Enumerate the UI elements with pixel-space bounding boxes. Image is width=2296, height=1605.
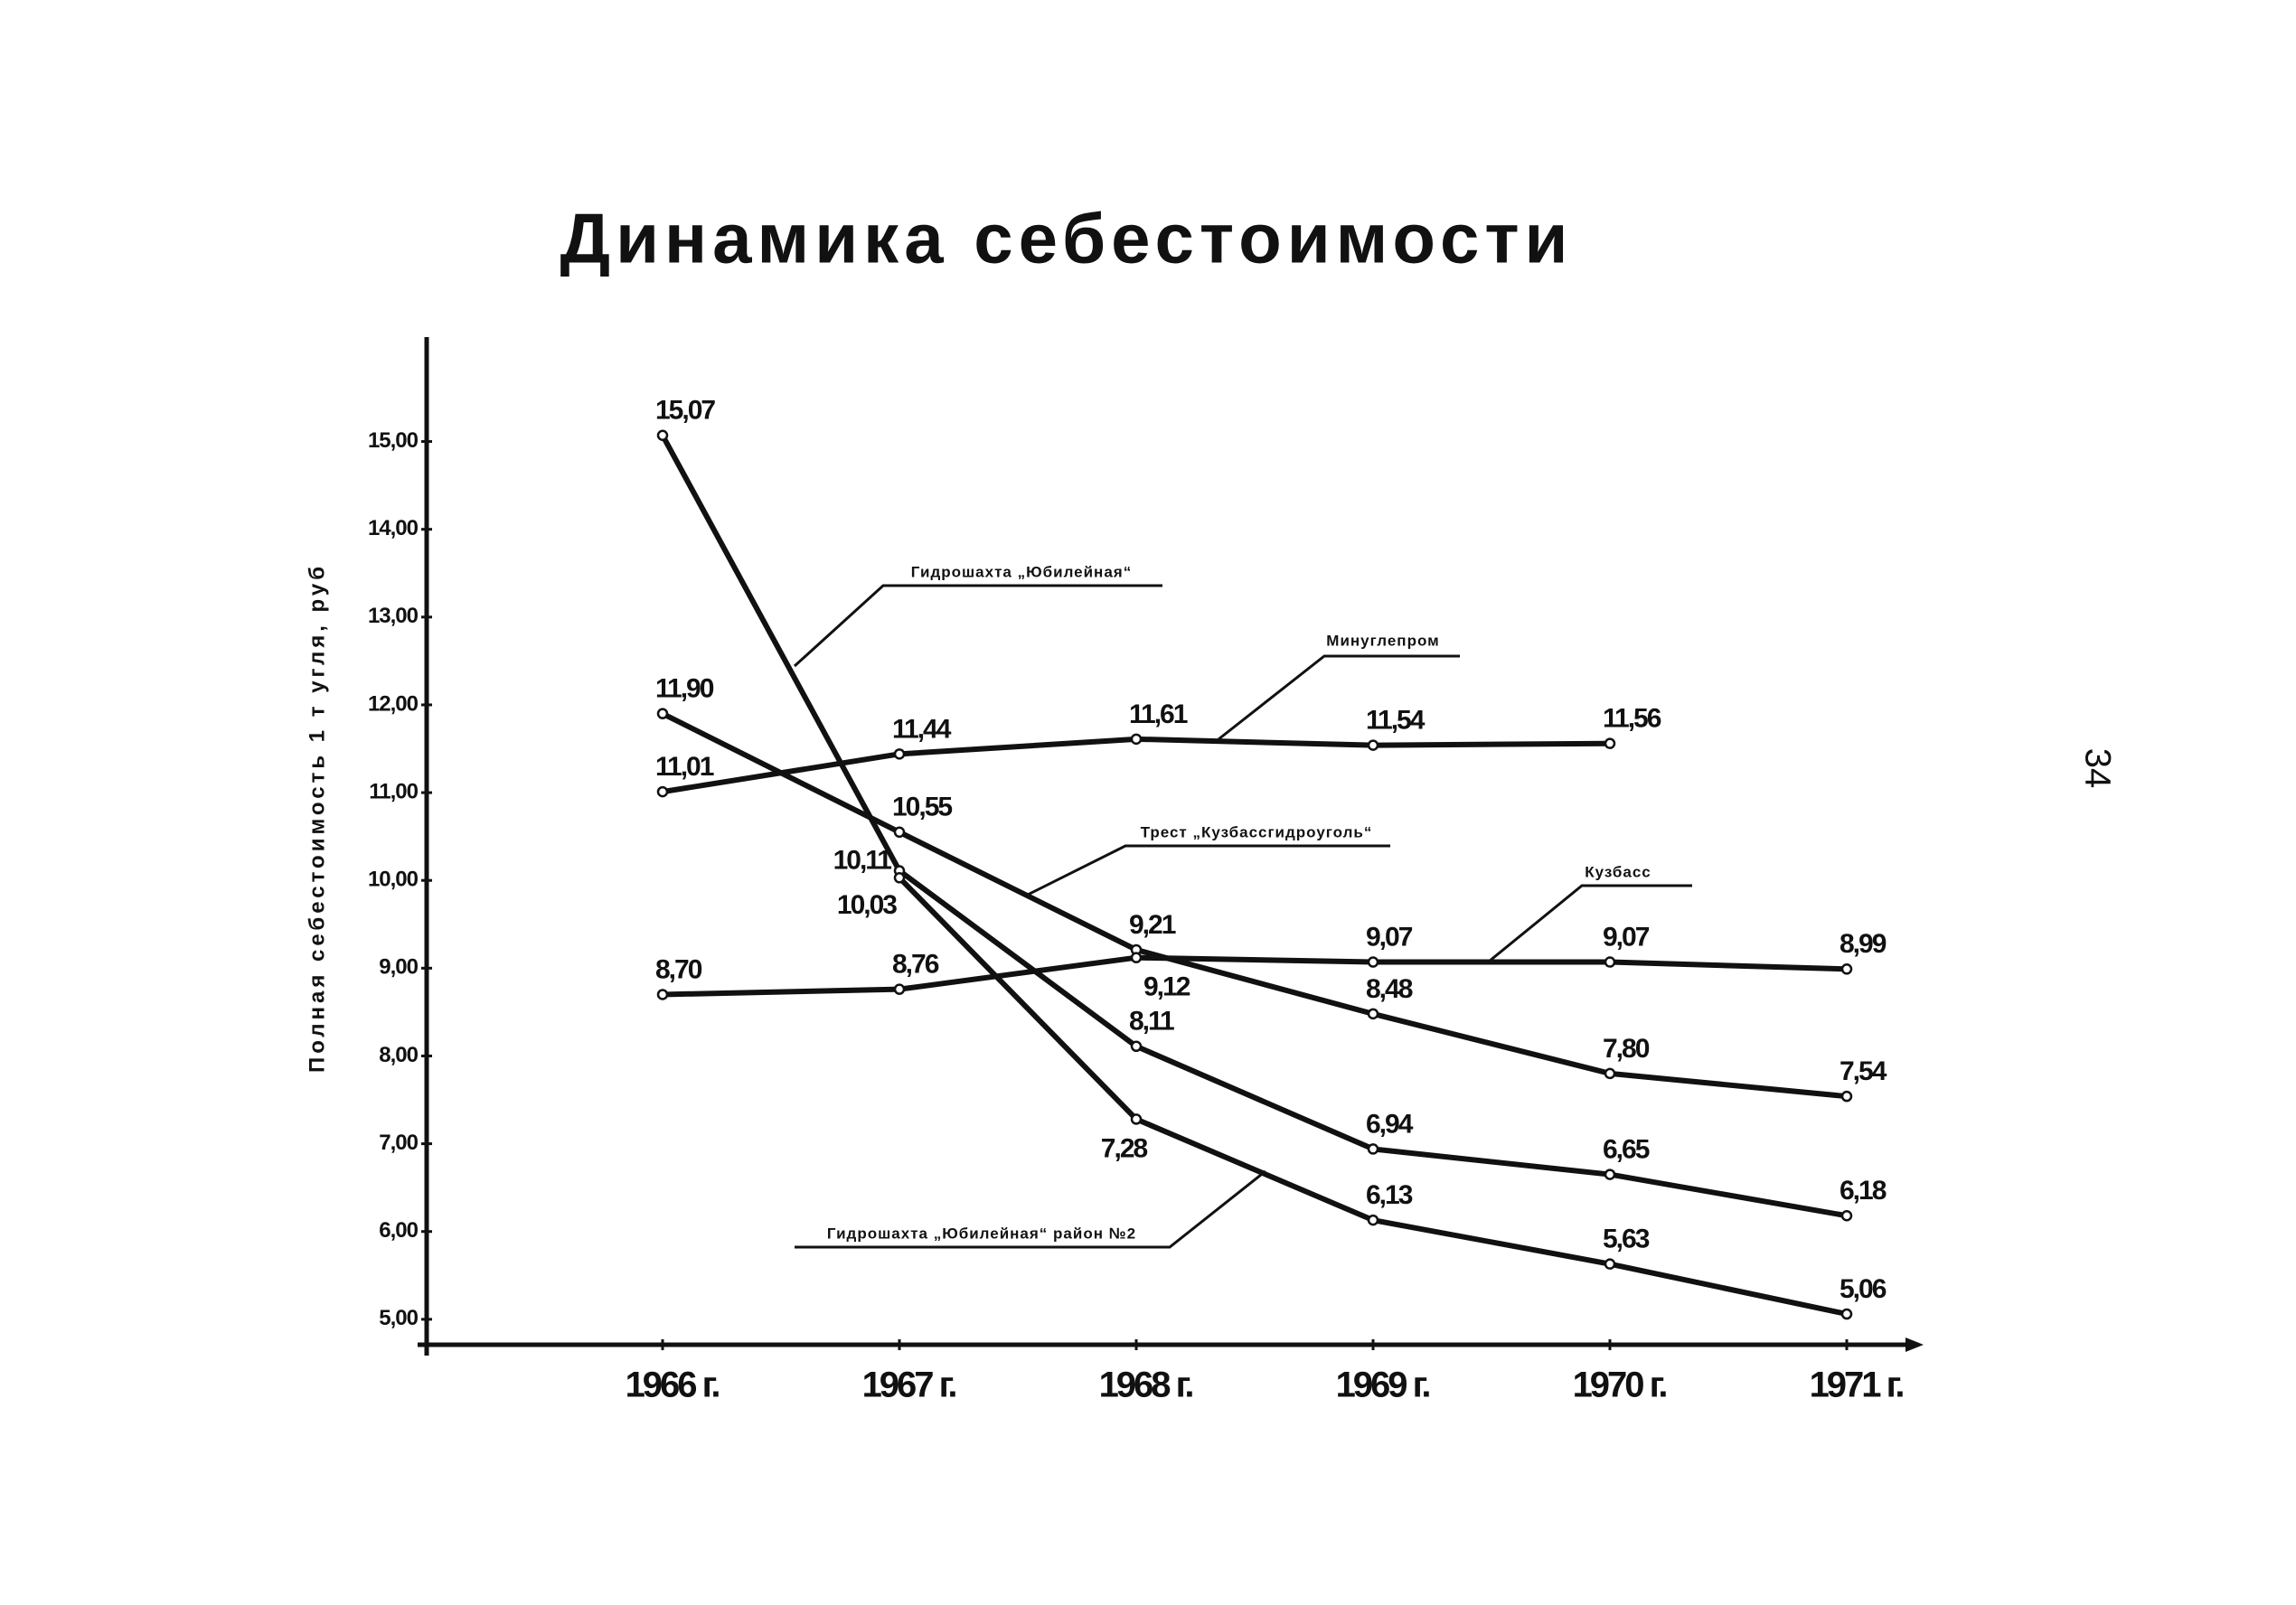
value-label: 5,06 [1840, 1274, 1887, 1304]
value-label: 8,76 [892, 950, 939, 980]
value-label: 11,61 [1129, 699, 1188, 729]
value-label: 6,65 [1603, 1135, 1650, 1165]
value-label: 8,48 [1366, 974, 1413, 1004]
data-point [1130, 952, 1143, 963]
page-number: 34 [2077, 748, 2117, 789]
data-point [1840, 1308, 1853, 1320]
data-point [1604, 1258, 1616, 1270]
value-label: 11,90 [655, 674, 714, 704]
value-label: 8,11 [1129, 1007, 1174, 1037]
value-label: 11,44 [892, 714, 952, 744]
data-point [1367, 1008, 1379, 1020]
data-point [656, 708, 669, 719]
data-point [1130, 733, 1143, 746]
value-label: 11,01 [655, 752, 714, 782]
legend-label: Трест „Кузбассгидроуголь“ [1141, 823, 1373, 840]
data-point [1840, 963, 1853, 975]
y-tick-label: 5,00 [379, 1306, 418, 1330]
y-tick-label: 11,00 [369, 779, 418, 803]
data-point [893, 748, 906, 760]
value-label: 10,11 [833, 845, 892, 875]
y-tick-label: 12,00 [368, 691, 419, 716]
value-label: 7,28 [1101, 1133, 1148, 1163]
y-tick-label: 8,00 [379, 1043, 418, 1067]
x-tick-label: 1970 г. [1573, 1366, 1667, 1405]
value-label: 7,80 [1603, 1034, 1650, 1064]
data-point [1604, 737, 1616, 749]
value-label: 8,99 [1840, 929, 1887, 959]
y-tick-label: 9,00 [379, 955, 418, 980]
series-line [660, 434, 1848, 1219]
legend-label: Кузбасс [1585, 863, 1651, 880]
data-point [893, 983, 906, 995]
x-tick-label: 1967 г. [862, 1366, 956, 1405]
y-tick-label: 13,00 [368, 604, 419, 628]
value-label: 9,07 [1603, 922, 1650, 952]
y-axis-label: Полная себестоимость 1 т угля, руб [305, 563, 329, 1073]
x-tick-label: 1971 г. [1810, 1366, 1904, 1405]
x-tick-label: 1969 г. [1336, 1366, 1430, 1405]
data-point [1840, 1209, 1853, 1222]
data-point [1604, 956, 1616, 968]
value-label: 15,07 [655, 396, 715, 426]
value-label: 9,07 [1366, 922, 1413, 952]
data-point [1130, 1113, 1143, 1125]
data-point [1130, 1040, 1143, 1053]
data-point [1604, 1067, 1616, 1080]
y-tick-label: 6,00 [379, 1218, 418, 1243]
data-point [1840, 1090, 1853, 1103]
value-label: 10,55 [892, 793, 952, 822]
chart-title: Динамика себестоимости [560, 199, 1574, 278]
legend-label: Гидрошахта „Юбилейная“ [911, 563, 1132, 580]
series-line [662, 954, 1848, 998]
value-label: 10,03 [837, 890, 897, 920]
data-point [893, 872, 906, 884]
series-line [661, 710, 1848, 1100]
data-point [1604, 1169, 1616, 1180]
value-label: 11,54 [1366, 706, 1426, 736]
callout-leader [793, 584, 1162, 668]
legend-label: Гидрошахта „Юбилейная“ район №2 [827, 1225, 1136, 1242]
callout-leader [1025, 844, 1390, 897]
value-label: 11,56 [1603, 704, 1661, 734]
y-tick-label: 14,00 [368, 516, 419, 540]
data-point [1367, 1214, 1379, 1226]
data-point [656, 785, 669, 798]
data-point [1367, 739, 1379, 751]
value-label: 9,12 [1143, 972, 1190, 1002]
x-tick-label: 1966 г. [626, 1366, 720, 1405]
data-point [1367, 1143, 1379, 1155]
callout-leader [1218, 654, 1460, 741]
y-tick-label: 15,00 [368, 428, 419, 453]
callout-leader [1488, 884, 1692, 963]
value-label: 6,94 [1366, 1109, 1414, 1139]
value-label: 5,63 [1603, 1225, 1650, 1254]
value-label: 9,21 [1129, 910, 1176, 940]
callout-leader [795, 1169, 1266, 1249]
value-label: 6,18 [1840, 1176, 1887, 1206]
y-tick-label: 7,00 [379, 1131, 418, 1155]
value-label: 7,54 [1840, 1056, 1887, 1086]
legend-label: Минуглепром [1326, 632, 1439, 649]
x-tick-label: 1968 г. [1099, 1366, 1193, 1405]
value-label: 8,70 [655, 954, 702, 984]
data-point [656, 989, 669, 1000]
data-point [656, 429, 669, 442]
data-point [1367, 956, 1379, 968]
data-point [893, 826, 906, 839]
x-axis-arrow [1905, 1338, 1924, 1352]
value-label: 6,13 [1366, 1180, 1413, 1210]
y-tick-label: 10,00 [368, 868, 419, 892]
